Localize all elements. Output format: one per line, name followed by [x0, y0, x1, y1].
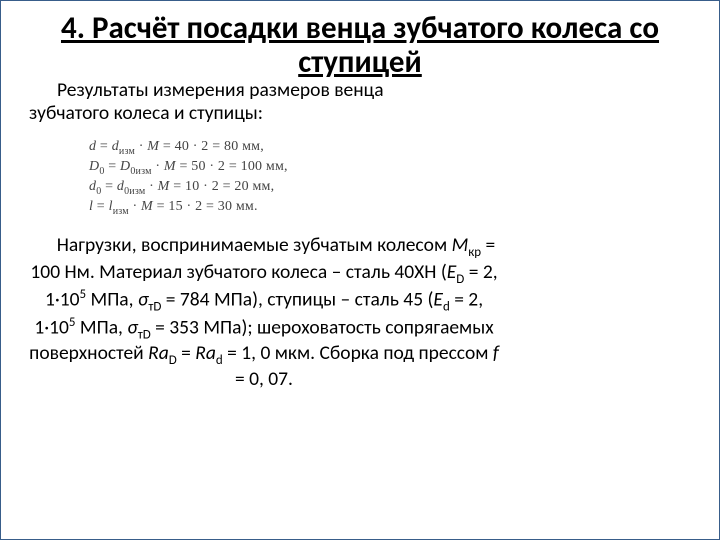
- loads-text-1: Нагрузки, воспринимаемые зубчатым колесо…: [57, 233, 452, 257]
- equation-line: D0 = D0изм · M = 50 · 2 = 100 мм,: [89, 159, 691, 177]
- mkr-sub: кр: [468, 245, 481, 260]
- f-symbol: f: [493, 341, 499, 365]
- sigma-td-cap-value: = 784 МПа), ступицы – сталь 45 (: [161, 287, 433, 311]
- intro-paragraph: Результаты измерения размеров венца зубч…: [29, 79, 389, 125]
- equation-line: d0 = d0изм · M = 10 · 2 = 20 мм,: [89, 179, 691, 197]
- ra-low-symbol: Ra: [195, 341, 216, 365]
- ed-low-unit: МПа,: [76, 315, 128, 339]
- eq-word: =: [177, 341, 196, 365]
- ra-cap-symbol: Ra: [148, 341, 169, 365]
- document-page: 4. Расчёт посадки венца зубчатого колеса…: [0, 0, 720, 540]
- sigma-td-cap-symbol: σ: [138, 287, 148, 311]
- sigma-td-cap-sub: тD: [148, 299, 161, 314]
- equation-line: d = dизм · M = 40 · 2 = 80 мм,: [89, 139, 691, 157]
- f-value: = 0, 07.: [235, 367, 293, 391]
- ra-cap-sub: D: [169, 353, 177, 368]
- mkr-symbol: М: [452, 233, 469, 257]
- ra-value: = 1, 0 мкм. Сборка под прессом: [223, 341, 493, 365]
- equation-line: l = lизм · M = 15 · 2 = 30 мм.: [89, 199, 691, 217]
- ed-low-sub: d: [443, 299, 450, 314]
- ra-low-sub: d: [216, 353, 223, 368]
- loads-paragraph: Нагрузки, воспринимаемые зубчатым колесо…: [29, 234, 499, 391]
- page-title: 4. Расчёт посадки венца зубчатого колеса…: [29, 11, 691, 79]
- equation-block: d = dизм · M = 40 · 2 = 80 мм, D0 = D0изм…: [29, 139, 691, 216]
- ed-cap-unit: МПа,: [86, 287, 138, 311]
- sigma-td-low-symbol: σ: [127, 315, 137, 339]
- ed-cap-symbol: E: [447, 260, 457, 284]
- sigma-td-low-sub: тD: [138, 327, 151, 342]
- ed-low-exp: 5: [69, 315, 76, 330]
- ed-low-symbol: E: [433, 287, 443, 311]
